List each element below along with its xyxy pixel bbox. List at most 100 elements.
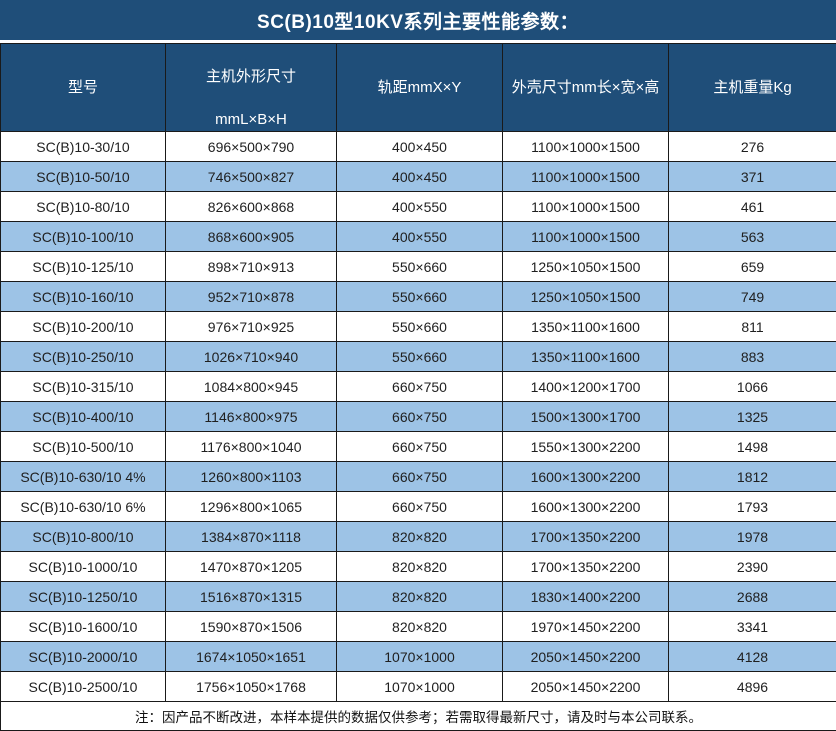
table-cell: 868×600×905 — [166, 222, 337, 252]
table-cell: 811 — [669, 312, 836, 342]
table-cell: 1516×870×1315 — [166, 582, 337, 612]
table-cell: 1146×800×975 — [166, 402, 337, 432]
table-cell: 1100×1000×1500 — [503, 192, 669, 222]
table-cell: 2050×1450×2200 — [503, 672, 669, 702]
table-cell: 1590×870×1506 — [166, 612, 337, 642]
table-cell: 1400×1200×1700 — [503, 372, 669, 402]
table-cell: 1325 — [669, 402, 836, 432]
table-cell: 952×710×878 — [166, 282, 337, 312]
table-cell: 1026×710×940 — [166, 342, 337, 372]
table-cell: 1250×1050×1500 — [503, 282, 669, 312]
table-cell: 1970×1450×2200 — [503, 612, 669, 642]
table-cell: 660×750 — [337, 432, 503, 462]
table-cell: 1550×1300×2200 — [503, 432, 669, 462]
table-cell: SC(B)10-1250/10 — [1, 582, 166, 612]
table-cell: SC(B)10-630/10 6% — [1, 492, 166, 522]
header-weight: 主机重量Kg — [669, 44, 836, 132]
table-cell: 883 — [669, 342, 836, 372]
table-cell: SC(B)10-630/10 4% — [1, 462, 166, 492]
table-cell: 550×660 — [337, 342, 503, 372]
table-cell: 1250×1050×1500 — [503, 252, 669, 282]
table-cell: SC(B)10-250/10 — [1, 342, 166, 372]
page-title: SC(B)10型10KV系列主要性能参数： — [0, 0, 836, 40]
table-cell: 400×550 — [337, 222, 503, 252]
table-cell: 1600×1300×2200 — [503, 492, 669, 522]
table-cell: 1350×1100×1600 — [503, 312, 669, 342]
table-cell: 1070×1000 — [337, 642, 503, 672]
footer-note: 注：因产品不断改进，本样本提供的数据仅供参考；若需取得最新尺寸，请及时与本公司联… — [1, 702, 836, 731]
table-cell: 461 — [669, 192, 836, 222]
table-cell: 400×450 — [337, 132, 503, 162]
table-cell: 820×820 — [337, 612, 503, 642]
header-main-dims-line1: 主机外形尺寸 — [206, 68, 296, 85]
table-cell: SC(B)10-200/10 — [1, 312, 166, 342]
header-main-dims: 主机外形尺寸 mmL×B×H — [166, 44, 337, 132]
table-cell: 1756×1050×1768 — [166, 672, 337, 702]
header-main-dims-line2: mmL×B×H — [215, 111, 287, 128]
table-footer: 注：因产品不断改进，本样本提供的数据仅供参考；若需取得最新尺寸，请及时与本公司联… — [1, 702, 836, 731]
table-cell: 1674×1050×1651 — [166, 642, 337, 672]
header-track-gauge: 轨距mmX×Y — [337, 44, 503, 132]
table-cell: 2390 — [669, 552, 836, 582]
table-cell: 660×750 — [337, 462, 503, 492]
table-cell: SC(B)10-50/10 — [1, 162, 166, 192]
table-cell: SC(B)10-2000/10 — [1, 642, 166, 672]
table-cell: 820×820 — [337, 552, 503, 582]
table-cell: SC(B)10-80/10 — [1, 192, 166, 222]
table-cell: SC(B)10-400/10 — [1, 402, 166, 432]
table-cell: 550×660 — [337, 282, 503, 312]
table-cell: 2050×1450×2200 — [503, 642, 669, 672]
table-cell: 2688 — [669, 582, 836, 612]
table-cell: 1830×1400×2200 — [503, 582, 669, 612]
table-cell: 371 — [669, 162, 836, 192]
table-cell: 550×660 — [337, 312, 503, 342]
table-cell: SC(B)10-500/10 — [1, 432, 166, 462]
table-cell: 1500×1300×1700 — [503, 402, 669, 432]
table-cell: 3341 — [669, 612, 836, 642]
header-shell-dims: 外壳尺寸mm长×宽×高 — [503, 44, 669, 132]
spec-table: 型号 主机外形尺寸 mmL×B×H 轨距mmX×Y 外壳尺寸mm长×宽×高 主机… — [0, 43, 836, 731]
table-cell: 1100×1000×1500 — [503, 162, 669, 192]
table-cell: 1066 — [669, 372, 836, 402]
table-cell: SC(B)10-800/10 — [1, 522, 166, 552]
table-cell: 1296×800×1065 — [166, 492, 337, 522]
table-cell: 1384×870×1118 — [166, 522, 337, 552]
table-cell: SC(B)10-100/10 — [1, 222, 166, 252]
table-cell: 4896 — [669, 672, 836, 702]
table-cell: 1600×1300×2200 — [503, 462, 669, 492]
table-cell: 1176×800×1040 — [166, 432, 337, 462]
table-cell: 1793 — [669, 492, 836, 522]
table-cell: 1700×1350×2200 — [503, 522, 669, 552]
table-cell: SC(B)10-1600/10 — [1, 612, 166, 642]
table-cell: SC(B)10-1000/10 — [1, 552, 166, 582]
footer-row: 注：因产品不断改进，本样本提供的数据仅供参考；若需取得最新尺寸，请及时与本公司联… — [1, 702, 836, 731]
table-cell: 660×750 — [337, 402, 503, 432]
table-cell: 1084×800×945 — [166, 372, 337, 402]
table-cell: 1978 — [669, 522, 836, 552]
table-cell: 1812 — [669, 462, 836, 492]
table-cell: 696×500×790 — [166, 132, 337, 162]
table-cell: 1700×1350×2200 — [503, 552, 669, 582]
table-cell: 826×600×868 — [166, 192, 337, 222]
table-cell: 400×550 — [337, 192, 503, 222]
table-cell: 746×500×827 — [166, 162, 337, 192]
table-cell: 276 — [669, 132, 836, 162]
table-cell: 660×750 — [337, 372, 503, 402]
table-cell: 820×820 — [337, 582, 503, 612]
table-cell: SC(B)10-30/10 — [1, 132, 166, 162]
